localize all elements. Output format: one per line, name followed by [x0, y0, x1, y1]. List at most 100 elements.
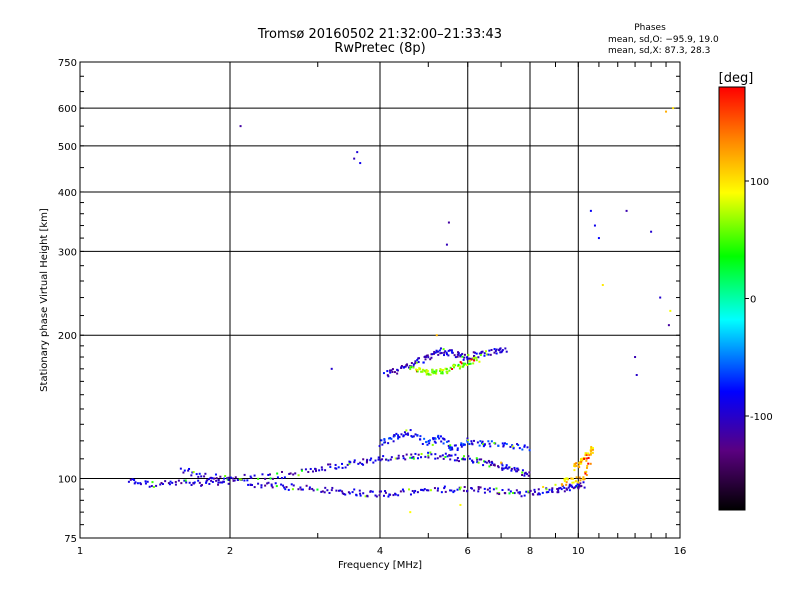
data-point: [335, 467, 338, 470]
data-point: [479, 440, 482, 443]
data-point: [451, 367, 454, 370]
data-point: [560, 483, 563, 486]
data-point: [454, 444, 457, 447]
data-point: [456, 355, 459, 358]
data-point: [366, 458, 369, 461]
data-point: [392, 435, 395, 438]
data-point: [387, 442, 390, 445]
data-point: [224, 475, 227, 478]
data-point: [362, 458, 365, 461]
data-point: [307, 470, 310, 473]
data-point: [150, 485, 153, 488]
data-point: [423, 369, 426, 372]
data-point: [335, 489, 338, 492]
data-point: [206, 479, 209, 482]
data-point: [362, 463, 365, 466]
data-point: [422, 361, 425, 364]
data-point: [584, 457, 587, 460]
data-point: [527, 474, 530, 477]
data-point: [430, 356, 433, 359]
data-point: [432, 438, 435, 441]
data-point: [366, 494, 369, 497]
data-point: [192, 471, 195, 474]
data-point: [526, 446, 529, 449]
data-point: [441, 454, 444, 457]
data-point: [460, 445, 463, 448]
data-point: [536, 493, 539, 496]
data-point: [482, 464, 485, 467]
data-point: [592, 447, 595, 450]
data-point: [566, 477, 569, 480]
data-point: [490, 440, 493, 443]
data-point: [260, 484, 263, 487]
data-point: [387, 375, 390, 378]
data-point: [314, 468, 317, 471]
data-point: [227, 476, 230, 479]
data-point: [316, 488, 319, 491]
data-point: [445, 440, 448, 443]
data-point: [431, 371, 434, 374]
data-point: [484, 460, 487, 463]
data-point: [351, 491, 354, 494]
data-point: [578, 462, 581, 465]
data-point: [502, 467, 505, 470]
data-point: [282, 484, 285, 487]
data-point: [133, 479, 136, 482]
data-point: [407, 366, 410, 369]
data-point: [477, 356, 480, 359]
data-point: [329, 463, 332, 466]
data-point: [413, 491, 416, 494]
data-point: [551, 487, 554, 490]
x-axis-ticks: 1 2 4 6 8 10 16: [77, 62, 686, 557]
data-point: [264, 484, 267, 487]
data-point: [236, 478, 239, 481]
data-point: [460, 443, 463, 446]
data-point: [567, 486, 570, 489]
data-point: [450, 349, 453, 352]
data-point: [456, 449, 459, 452]
data-point: [462, 457, 465, 460]
data-point: [501, 442, 504, 445]
data-point: [579, 485, 582, 488]
data-point: [449, 489, 452, 492]
data-point: [480, 458, 483, 461]
data-point: [195, 473, 198, 476]
x-tick-label: 8: [527, 546, 533, 557]
data-point: [144, 480, 147, 483]
data-point: [472, 362, 475, 365]
data-point: [253, 486, 256, 489]
data-point: [324, 486, 327, 489]
data-point: [292, 484, 295, 487]
data-point: [177, 479, 180, 482]
data-point: [160, 481, 163, 484]
data-point: [575, 462, 578, 465]
data-point: [383, 438, 386, 441]
data-point: [557, 489, 560, 492]
data-point: [418, 438, 421, 441]
data-point: [190, 474, 193, 477]
data-point: [575, 464, 578, 467]
data-point: [243, 473, 246, 476]
data-point: [591, 451, 594, 454]
data-point: [585, 452, 588, 455]
data-point: [460, 442, 463, 445]
data-point: [439, 352, 442, 355]
data-point: [416, 368, 419, 371]
data-point: [276, 472, 279, 475]
data-point: [402, 457, 405, 460]
data-point: [568, 489, 571, 492]
data-point: [415, 361, 418, 364]
data-point: [583, 478, 586, 481]
data-point: [478, 360, 481, 363]
data-point: [667, 324, 670, 327]
data-point: [581, 459, 584, 462]
data-point: [371, 490, 374, 493]
data-point: [565, 487, 568, 490]
data-point: [508, 492, 511, 495]
data-point: [353, 461, 356, 464]
data-point: [309, 467, 312, 470]
data-point: [392, 440, 395, 443]
data-point: [155, 484, 158, 487]
data-point: [523, 494, 526, 497]
y-axis-label: Stationary phase Virtual Height [km]: [39, 208, 50, 392]
